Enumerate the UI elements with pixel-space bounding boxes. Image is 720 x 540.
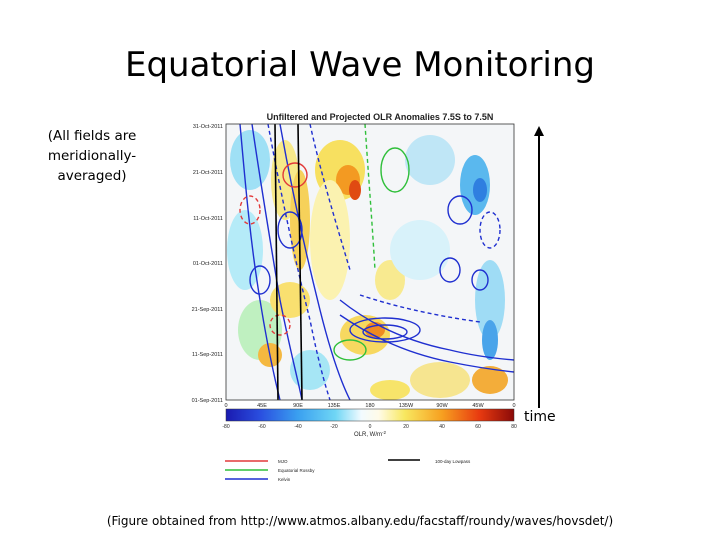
x-tick-label: 0 <box>224 403 227 409</box>
figure-title: Unfiltered and Projected OLR Anomalies 7… <box>267 112 494 122</box>
note-line: (All fields are <box>47 128 137 144</box>
colorbar-label: OLR, W/m-2 <box>354 430 386 438</box>
x-tick-label: 180 <box>365 403 374 409</box>
x-axis: 0 45E 90E 135E 180 135W 90W 45W 0 <box>224 403 515 409</box>
colorbar-tick-label: -80 <box>222 424 229 430</box>
colorbar-tick-label: 60 <box>475 424 481 430</box>
time-arrow-icon <box>534 126 544 408</box>
colorbar <box>225 408 515 422</box>
contour-lines <box>239 124 514 400</box>
legend-label-rossby: Equatorial Rossby <box>278 468 315 473</box>
colorbar-tick-label: 0 <box>369 424 372 430</box>
colorbar-tick-label: 40 <box>439 424 445 430</box>
slide-title: Equatorial Wave Monitoring <box>124 45 596 85</box>
y-axis: 31-Oct-2011 21-Oct-2011 11-Oct-2011 01-O… <box>192 124 223 404</box>
hovmoller-figure: Unfiltered and Projected OLR Anomalies 7… <box>192 112 517 482</box>
note-text: (All fields are meridionally- averaged) <box>40 126 144 186</box>
y-tick-label: 01-Oct-2011 <box>193 261 223 267</box>
y-tick-label: 01-Sep-2011 <box>192 398 223 404</box>
legend-label-mjo: MJO <box>278 459 288 464</box>
y-tick-label: 11-Oct-2011 <box>193 216 223 222</box>
x-tick-label: 45E <box>257 403 267 409</box>
note-line: averaged) <box>57 168 127 184</box>
y-tick-label: 31-Oct-2011 <box>193 124 223 130</box>
note-line: meridionally- <box>47 148 137 164</box>
plot-frame <box>225 123 515 401</box>
y-tick-label: 21-Sep-2011 <box>192 307 223 313</box>
colorbar-tick-label: 80 <box>511 424 517 430</box>
colorbar-label-exponent: -2 <box>382 430 386 435</box>
x-tick-label: 90E <box>293 403 303 409</box>
x-tick-label: 0 <box>512 403 515 409</box>
y-tick-label: 11-Sep-2011 <box>192 352 223 358</box>
colorbar-tick-label: -60 <box>258 424 265 430</box>
legend-label-lowpass: 100-day Lowpass <box>435 459 471 464</box>
legend: MJO Equatorial Rossby Kelvin 100-day Low… <box>225 459 471 482</box>
colorbar-tick-label: -20 <box>330 424 337 430</box>
x-tick-label: 45W <box>472 403 484 409</box>
colorbar-tick-label: 20 <box>403 424 409 430</box>
time-label: time <box>524 409 556 425</box>
x-tick-label: 135E <box>328 403 341 409</box>
colorbar-ticks: -80 -60 -40 -20 0 20 40 60 80 <box>222 424 517 430</box>
x-tick-label: 90W <box>436 403 448 409</box>
plot-area <box>226 124 514 400</box>
colorbar-tick-label: -40 <box>294 424 301 430</box>
x-tick-label: 135W <box>399 403 414 409</box>
y-tick-label: 21-Oct-2011 <box>193 170 223 176</box>
figure-caption: (Figure obtained from http://www.atmos.a… <box>106 514 614 528</box>
colorbar-label-text: OLR, W/m <box>354 432 382 438</box>
legend-label-kelvin: Kelvin <box>278 477 291 482</box>
